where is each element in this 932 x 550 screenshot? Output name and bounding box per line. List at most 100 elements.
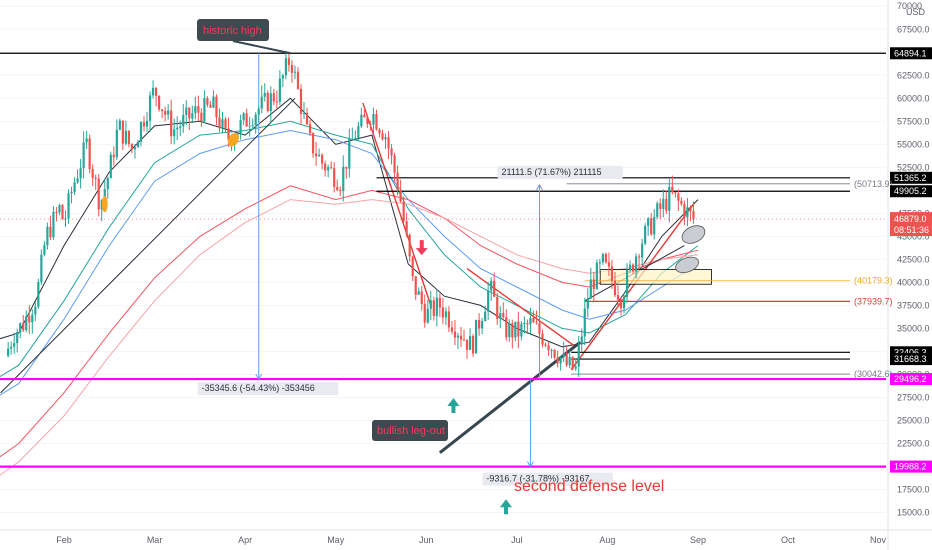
candle-body	[25, 316, 28, 331]
candle-body	[58, 205, 61, 213]
moving-average-line	[0, 129, 699, 396]
y-grid	[0, 5, 886, 513]
candle-body	[97, 178, 100, 210]
candle-body	[625, 269, 629, 297]
candle-body	[532, 317, 535, 323]
price-level-badge-text: 51365.2	[894, 173, 927, 183]
measure-label-box	[482, 472, 613, 486]
x-tick-label: Jun	[419, 535, 434, 545]
x-tick-label: Jul	[511, 535, 523, 545]
candle-body	[206, 98, 209, 105]
candle-body	[348, 138, 351, 169]
candle-body	[692, 210, 695, 219]
candle-body	[508, 323, 511, 338]
candle-body	[311, 133, 315, 154]
trendline-downtrend	[466, 268, 577, 348]
candle-body	[453, 331, 457, 338]
candle-body	[281, 75, 284, 79]
candle-body	[562, 353, 565, 358]
candle-body	[82, 142, 85, 169]
candle-body	[52, 211, 55, 238]
candle-body	[260, 96, 263, 109]
up-arrow-icon	[499, 499, 512, 515]
candle-body	[100, 200, 103, 210]
candle-body	[399, 190, 402, 202]
candle-body	[490, 280, 493, 291]
price-level-badge-text: 32406.3	[894, 347, 927, 357]
candle-body	[559, 357, 562, 364]
candle-body	[478, 319, 481, 329]
candle-body	[145, 120, 149, 127]
candle-body	[450, 327, 454, 332]
candle-body	[321, 154, 324, 164]
candle-body	[577, 344, 580, 367]
y-tick-label: 17500.0	[897, 484, 930, 494]
y-tick-label: 62500.0	[897, 70, 930, 80]
candle-body	[109, 154, 112, 179]
candle-body	[239, 120, 242, 134]
x-tick-label: Oct	[781, 535, 796, 545]
candle-body	[462, 339, 466, 341]
candle-body	[589, 279, 592, 299]
candle-body	[592, 279, 595, 290]
price-level-note: (40179.3)	[854, 276, 893, 286]
candle-body	[345, 166, 348, 169]
candle-body	[31, 314, 34, 323]
candle-body	[538, 323, 541, 334]
callouts: historic high bullish leg-out second defen…	[197, 19, 664, 495]
candle-body	[432, 300, 435, 316]
candle-body	[121, 120, 124, 144]
candle-body	[327, 167, 330, 171]
candle-body	[191, 113, 194, 119]
measure-label-box	[497, 165, 623, 179]
candle-body	[296, 71, 300, 89]
candle-body	[28, 316, 31, 323]
candle-body	[517, 321, 520, 337]
candle-body	[218, 117, 221, 129]
candle-body	[179, 126, 182, 128]
countdown-timer: 08:51:36	[894, 225, 929, 235]
trendline-downtrend	[362, 102, 432, 306]
candle-body	[610, 266, 614, 281]
candle-body	[351, 138, 354, 140]
x-tick-label: Apr	[238, 535, 252, 545]
candle-body	[79, 168, 82, 179]
candle-body	[496, 296, 499, 319]
moving-average-line	[0, 97, 699, 348]
candle-body	[535, 322, 538, 324]
y-tick-label: 42500.0	[897, 254, 930, 264]
x-tick-label: Feb	[56, 535, 72, 545]
candle-body	[212, 96, 215, 108]
candle-body	[130, 143, 134, 150]
candle-body	[22, 323, 25, 331]
candle-body	[173, 129, 176, 137]
candle-body	[638, 256, 641, 258]
measurements: -35345.6 (-54.43%) -353456 21111.5 (71.67…	[197, 53, 623, 486]
callout-box	[197, 19, 269, 41]
price-level-badge	[890, 353, 932, 366]
y-tick-label: 27500.0	[897, 392, 930, 402]
candle-body	[402, 201, 405, 222]
candle-body	[215, 96, 218, 118]
candle-body	[197, 106, 200, 113]
candle-body	[547, 345, 550, 351]
candle-body	[13, 343, 16, 347]
price-level-badge-text: 49905.2	[894, 186, 927, 196]
candle-body	[653, 216, 656, 235]
candle-body	[544, 344, 547, 346]
candle-body	[468, 336, 472, 350]
candle-body	[619, 299, 623, 309]
candle-body	[227, 128, 230, 141]
candle-body	[248, 125, 251, 127]
candle-body	[200, 112, 203, 122]
candle-body	[299, 88, 303, 114]
candle-body	[465, 339, 469, 350]
candle-body	[308, 124, 312, 134]
candle-body	[182, 115, 185, 127]
price-level-badge	[890, 171, 932, 184]
x-tick-label: May	[327, 535, 345, 545]
candle-body	[677, 193, 680, 201]
candle-body	[613, 280, 617, 296]
current-price-text: 46879.0	[894, 214, 927, 224]
candle-body	[680, 200, 683, 205]
